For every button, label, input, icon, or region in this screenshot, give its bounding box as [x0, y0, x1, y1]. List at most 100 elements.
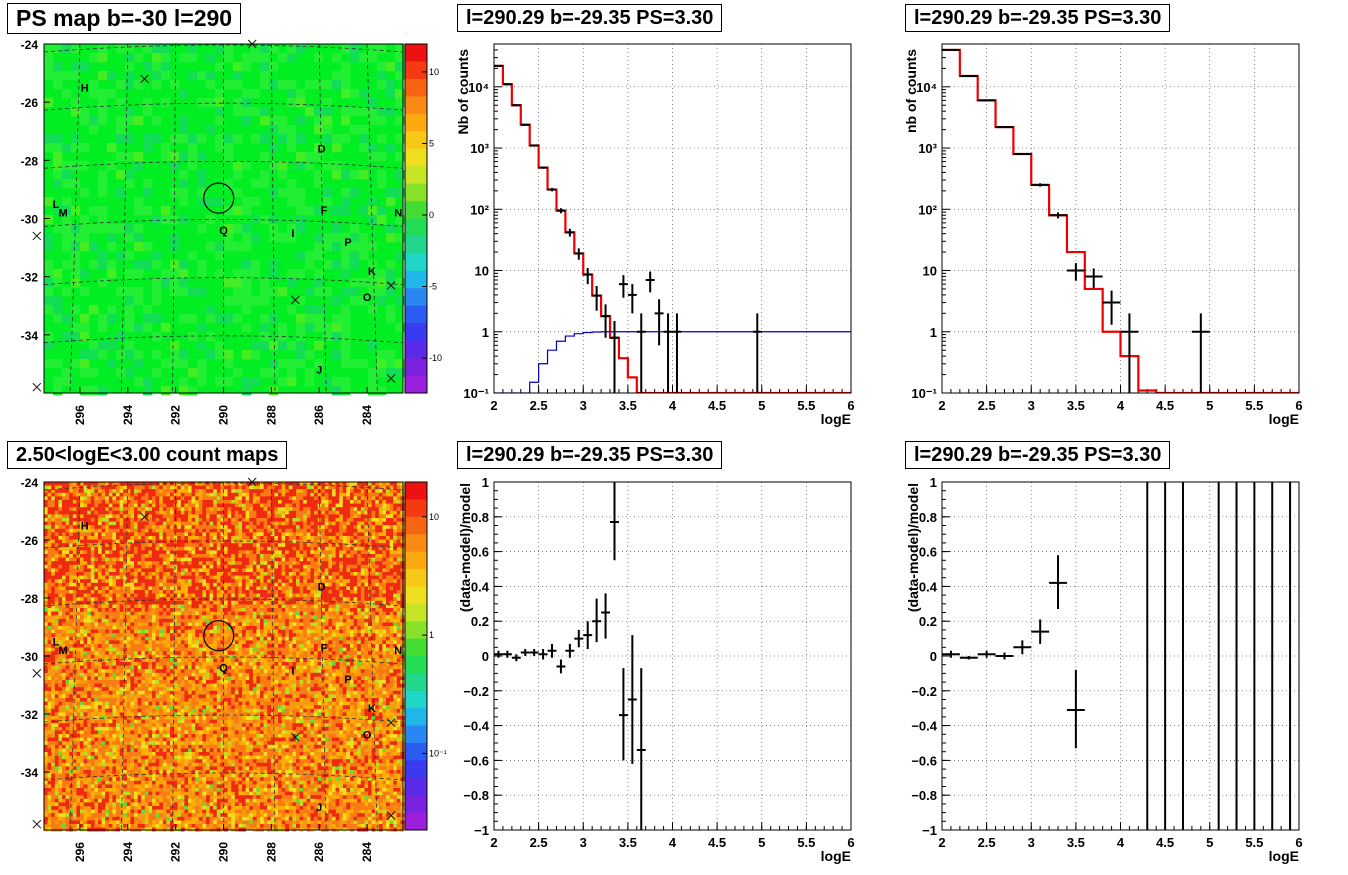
map-pixel — [137, 492, 142, 497]
map-pixel — [231, 593, 236, 598]
map-pixel — [400, 496, 405, 501]
map-pixel — [141, 572, 146, 576]
map-pixel — [386, 629, 390, 634]
map-pixel — [141, 500, 146, 504]
map-pixel — [314, 500, 318, 504]
map-pixel — [116, 532, 120, 537]
map-pixel — [87, 546, 92, 551]
map-pixel — [224, 554, 228, 558]
map-pixel — [213, 557, 218, 562]
map-pixel — [83, 611, 88, 616]
map-pixel — [134, 629, 138, 634]
map-pixel — [216, 554, 221, 558]
map-pixel — [105, 575, 110, 580]
map-pixel — [396, 586, 401, 591]
map-pixel — [216, 561, 221, 566]
map-pixel — [216, 586, 221, 591]
map-pixel — [364, 557, 369, 562]
map-pixel — [342, 546, 347, 551]
map-pixel — [377, 206, 387, 216]
map-pixel — [206, 71, 216, 81]
map-pixel — [288, 572, 293, 576]
map-pixel — [177, 586, 182, 591]
map-pixel — [278, 125, 288, 135]
map-pixel — [299, 500, 304, 504]
map-pixel — [177, 600, 182, 605]
map-pixel — [119, 514, 124, 519]
map-pixel — [188, 521, 192, 526]
map-pixel — [53, 224, 63, 234]
map-pixel — [323, 197, 333, 207]
map-pixel — [242, 539, 246, 544]
map-pixel — [371, 561, 376, 566]
map-pixel — [202, 564, 207, 569]
map-pixel — [346, 514, 351, 519]
map-pixel — [137, 514, 142, 519]
grid-meridian — [120, 43, 129, 394]
map-pixel — [197, 170, 207, 180]
map-pixel — [152, 492, 156, 497]
map-pixel — [267, 528, 272, 533]
map-pixel — [378, 593, 383, 598]
map-pixel — [87, 521, 92, 526]
map-pixel — [296, 341, 306, 351]
map-pixel — [299, 521, 304, 526]
map-pixel — [134, 510, 138, 515]
map-pixel — [62, 568, 66, 573]
map-pixel — [274, 525, 279, 530]
map-pixel — [148, 532, 153, 537]
map-pixel — [332, 224, 342, 234]
map-pixel — [335, 482, 340, 486]
map-pixel — [299, 503, 304, 508]
map-pixel — [107, 359, 117, 369]
map-pixel — [80, 116, 90, 126]
map-pixel — [47, 485, 52, 490]
map-pixel — [357, 521, 362, 526]
map-pixel — [216, 575, 221, 580]
map-pixel — [188, 561, 192, 566]
map-pixel — [231, 572, 236, 576]
map-pixel — [173, 561, 178, 566]
map-pixel — [179, 314, 189, 324]
map-pixel — [47, 554, 52, 558]
map-pixel — [359, 107, 369, 117]
colorbar-cell — [405, 183, 427, 202]
map-pixel — [166, 600, 171, 605]
map-pixel — [281, 489, 286, 494]
map-pixel — [396, 564, 401, 569]
map-pixel — [267, 510, 272, 515]
map-pixel — [231, 546, 236, 551]
map-pixel — [188, 332, 198, 342]
map-pixel — [123, 550, 128, 555]
map-pixel — [87, 528, 92, 533]
map-pixel — [393, 626, 398, 630]
map-pixel — [310, 485, 315, 490]
map-pixel — [350, 586, 354, 591]
map-pixel — [51, 561, 56, 566]
map-pixel — [58, 618, 63, 623]
map-pixel — [296, 251, 306, 261]
map-pixel — [188, 618, 192, 623]
map-pixel — [216, 518, 221, 522]
map-pixel — [177, 593, 182, 598]
map-pixel — [224, 521, 228, 526]
map-pixel — [213, 514, 218, 519]
map-pixel — [144, 582, 149, 587]
map-pixel — [126, 500, 131, 504]
map-pixel — [65, 492, 70, 497]
map-pixel — [299, 568, 304, 573]
map-pixel — [47, 590, 52, 594]
map-pixel — [155, 629, 160, 634]
map-pixel — [321, 622, 326, 627]
map-pixel — [332, 604, 336, 609]
map-pixel — [134, 557, 138, 562]
map-pixel — [107, 314, 117, 324]
map-pixel — [382, 532, 387, 537]
map-pixel — [310, 636, 315, 641]
map-pixel — [94, 507, 99, 512]
map-pixel — [87, 518, 92, 522]
map-pixel — [393, 561, 398, 566]
map-pixel — [152, 528, 156, 533]
map-pixel — [76, 593, 81, 598]
map-pixel — [87, 564, 92, 569]
